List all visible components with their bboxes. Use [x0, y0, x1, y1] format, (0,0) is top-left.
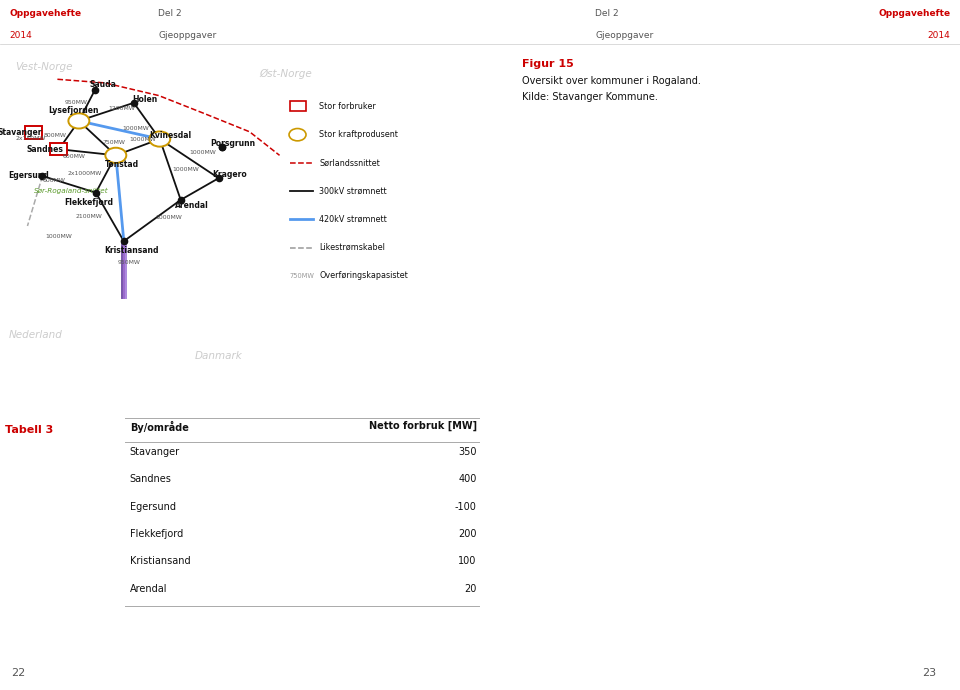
Circle shape — [149, 131, 170, 147]
Text: By/område: By/område — [130, 421, 189, 433]
Circle shape — [289, 128, 306, 141]
Text: 2x750MW: 2x750MW — [15, 136, 46, 141]
Text: Stavanger: Stavanger — [0, 128, 42, 137]
Text: Oppgavehefte: Oppgavehefte — [878, 9, 950, 18]
Text: Tabell 3: Tabell 3 — [5, 425, 53, 435]
Text: Øst-Norge: Øst-Norge — [259, 69, 312, 79]
Text: Kragero: Kragero — [212, 170, 247, 179]
Text: 23: 23 — [922, 668, 936, 678]
Text: 1000MW: 1000MW — [122, 126, 149, 130]
Text: Danmark: Danmark — [195, 351, 243, 362]
Text: 1000MW: 1000MW — [173, 167, 200, 172]
Text: Gjeoppgaver: Gjeoppgaver — [158, 31, 217, 41]
Text: Likestrømskabel: Likestrømskabel — [320, 243, 385, 253]
Text: Holen: Holen — [132, 95, 157, 103]
Text: Egersund: Egersund — [8, 172, 49, 181]
Text: Tonstad: Tonstad — [105, 160, 139, 169]
Text: Del 2: Del 2 — [595, 9, 619, 18]
Circle shape — [68, 113, 89, 128]
Text: Netto forbruk [MW]: Netto forbruk [MW] — [369, 421, 477, 431]
Text: Gjeoppgaver: Gjeoppgaver — [595, 31, 654, 41]
Text: -100: -100 — [455, 502, 477, 511]
Text: Arendal: Arendal — [175, 201, 208, 210]
Text: Oversikt over kommuner i Rogaland.: Oversikt over kommuner i Rogaland. — [522, 76, 701, 86]
Text: 950MW: 950MW — [64, 100, 87, 105]
Text: Vest-Norge: Vest-Norge — [15, 61, 72, 72]
Text: Porsgrunn: Porsgrunn — [210, 139, 255, 148]
Text: 2100MW: 2100MW — [76, 215, 102, 219]
Text: 2014: 2014 — [10, 31, 33, 41]
Text: Sør-Rogaland-snittet: Sør-Rogaland-snittet — [34, 188, 108, 193]
Text: 22: 22 — [12, 668, 26, 678]
Text: Stor kraftprodusent: Stor kraftprodusent — [320, 130, 398, 139]
Text: Sandnes: Sandnes — [27, 145, 63, 154]
Text: Nederland: Nederland — [9, 330, 62, 339]
Text: 20: 20 — [465, 584, 477, 593]
Text: Kilde: Stavanger Kommune.: Kilde: Stavanger Kommune. — [522, 92, 659, 102]
Text: 400: 400 — [458, 474, 477, 484]
Text: 750MW: 750MW — [290, 273, 315, 279]
Text: 1000MW: 1000MW — [130, 137, 156, 141]
Circle shape — [106, 148, 127, 163]
Text: 1000MW: 1000MW — [155, 215, 181, 220]
Text: Lysefjorden: Lysefjorden — [49, 106, 99, 115]
Text: 420kV strømnett: 420kV strømnett — [320, 215, 387, 224]
Text: Stor forbruker: Stor forbruker — [320, 102, 376, 111]
Text: Arendal: Arendal — [130, 584, 167, 593]
Text: 300kV strømnett: 300kV strømnett — [320, 187, 387, 196]
Text: Flekkefjord: Flekkefjord — [64, 197, 113, 206]
Text: Sørlandssnittet: Sørlandssnittet — [320, 159, 380, 168]
Text: Flekkefjord: Flekkefjord — [130, 529, 183, 539]
Text: 1200MW: 1200MW — [108, 106, 134, 112]
Text: Egersund: Egersund — [130, 502, 176, 511]
Text: Oppgavehefte: Oppgavehefte — [10, 9, 82, 18]
Text: Overføringskapasistet: Overføringskapasistet — [320, 271, 408, 280]
Text: Sandnes: Sandnes — [130, 474, 172, 484]
Bar — [290, 101, 305, 111]
Text: Kvinesdal: Kvinesdal — [150, 131, 192, 140]
Text: 2014: 2014 — [927, 31, 950, 41]
Text: 950MW: 950MW — [117, 259, 140, 265]
Text: 200: 200 — [458, 529, 477, 539]
Text: Sauda: Sauda — [89, 80, 116, 89]
Text: 350: 350 — [458, 447, 477, 457]
Text: 100: 100 — [458, 556, 477, 566]
Text: Del 2: Del 2 — [158, 9, 182, 18]
Text: 1000MW: 1000MW — [45, 235, 72, 239]
Text: 600MW: 600MW — [43, 178, 65, 183]
Text: Kristiansand: Kristiansand — [130, 556, 190, 566]
Text: 1000MW: 1000MW — [190, 150, 217, 155]
Bar — [51, 143, 67, 155]
Text: Stavanger: Stavanger — [130, 447, 180, 457]
Text: Figur 15: Figur 15 — [522, 59, 574, 68]
Text: 2x1000MW: 2x1000MW — [68, 172, 102, 177]
Text: 600MW: 600MW — [62, 154, 85, 159]
Text: Kristiansand: Kristiansand — [105, 246, 159, 255]
Text: 750MW: 750MW — [103, 140, 125, 145]
Text: 800MW: 800MW — [43, 132, 66, 137]
Bar — [26, 126, 42, 139]
